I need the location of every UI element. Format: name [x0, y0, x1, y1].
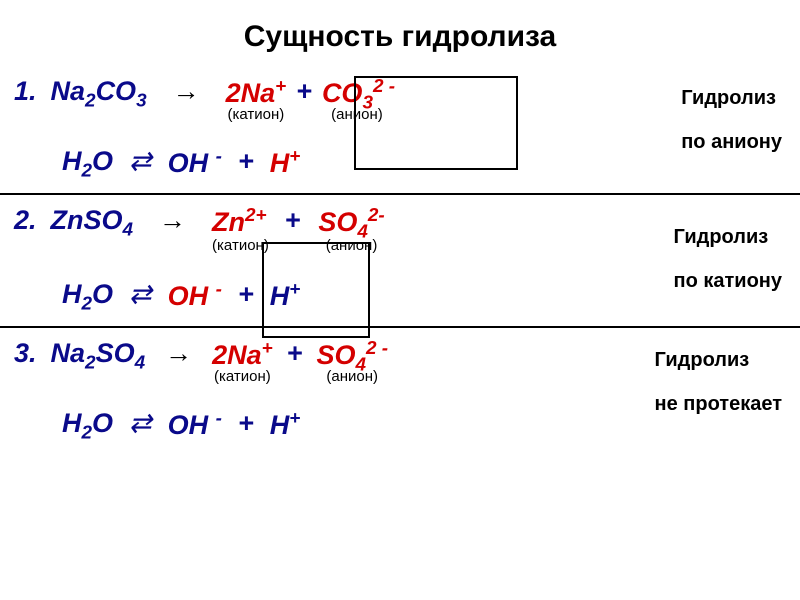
side-line-3b: не протекает — [655, 390, 782, 418]
anion-hydrolysis-box — [354, 76, 518, 170]
cation-2: Zn2+ — [212, 207, 267, 237]
cation-hydrolysis-box — [262, 242, 370, 338]
hydroxide-1: OH - — [168, 146, 222, 179]
water-2: H2O — [62, 279, 113, 315]
salt-3: Na2SO4 — [51, 338, 146, 374]
cation-3: 2Na+ — [212, 340, 273, 370]
side-line-3a: Гидролиз — [655, 346, 782, 374]
side-text-1: Гидролиз по аниону — [681, 84, 782, 156]
plus-water-2: + — [238, 279, 254, 310]
anion-label-3: (анион) — [316, 368, 388, 385]
cation-label-1: (катион) — [226, 106, 287, 123]
arrow-1: → — [173, 76, 200, 107]
hydroxide-2: OH - — [168, 279, 222, 312]
cation-1: 2Na+ — [226, 78, 287, 108]
section-2: 2. ZnSO4 → Zn2+ (катион) + SO42- (анион)… — [0, 195, 800, 328]
side-text-3: Гидролиз не протекает — [655, 346, 782, 418]
side-line-2b: по катиону — [674, 267, 783, 295]
proton-1: H+ — [270, 146, 301, 179]
side-line-1a: Гидролиз — [681, 84, 782, 112]
equil-arrow-1: ⇄ — [129, 146, 152, 177]
proton-3: H+ — [270, 408, 301, 441]
cation-label-2: (катион) — [212, 237, 267, 254]
side-line-2a: Гидролиз — [674, 223, 783, 251]
side-text-2: Гидролиз по катиону — [674, 223, 783, 295]
anion-3: SO42 - — [316, 340, 388, 370]
page-title: Сущность гидролиза — [0, 0, 800, 66]
plus-2: + — [285, 205, 301, 236]
plus-3: + — [287, 338, 303, 369]
section-number-2: 2. — [14, 205, 37, 236]
arrow-2: → — [159, 205, 186, 236]
salt-1: Na2CO3 — [51, 76, 147, 112]
water-3: H2O — [62, 408, 113, 444]
salt-2: ZnSO4 — [51, 205, 134, 241]
plus-water-1: + — [238, 146, 254, 177]
cation-label-3: (катион) — [212, 368, 273, 385]
anion-2: SO42- — [318, 207, 384, 237]
equil-arrow-2: ⇄ — [129, 279, 152, 310]
dissociation-row-2: 2. ZnSO4 → Zn2+ (катион) + SO42- (анион) — [14, 205, 786, 243]
plus-1: + — [296, 76, 312, 107]
water-1: H2O — [62, 146, 113, 182]
section-number-1: 1. — [14, 76, 37, 107]
section-3: 3. Na2SO4 → 2Na+ (катион) + SO42 - (анио… — [0, 328, 800, 455]
arrow-3: → — [165, 338, 192, 369]
hydroxide-3: OH - — [168, 408, 222, 441]
side-line-1b: по аниону — [681, 128, 782, 156]
plus-water-3: + — [238, 408, 254, 439]
equil-arrow-3: ⇄ — [129, 408, 152, 439]
section-number-3: 3. — [14, 338, 37, 369]
